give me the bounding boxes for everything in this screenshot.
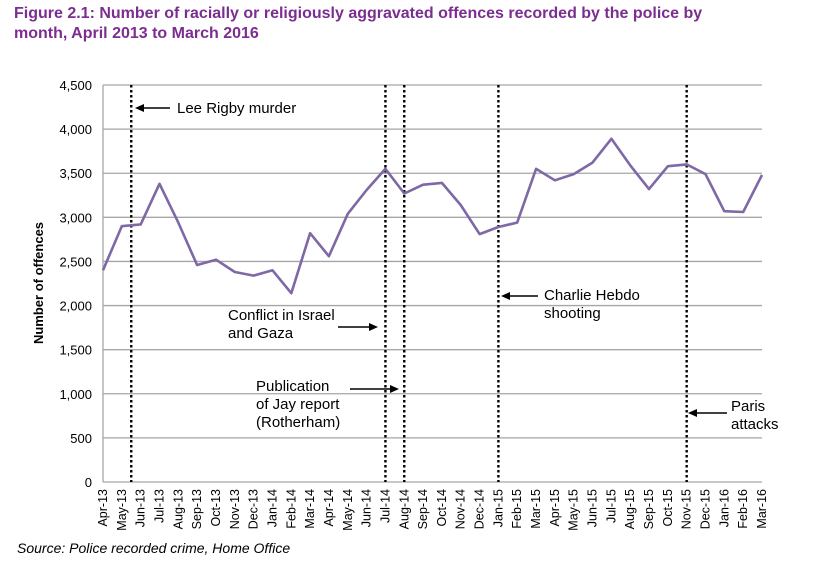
figure-title-line-1: Figure 2.1: Number of racially or religi…	[14, 5, 703, 22]
x-tick-label: Mar-15	[529, 489, 543, 529]
data-series	[101, 137, 764, 295]
figure-title-line-2: month, April 2013 to March 2016	[14, 25, 259, 42]
arrow-head-icon	[390, 385, 399, 393]
y-tick-label: 3,000	[59, 210, 92, 225]
x-tick-label: Jan-15	[491, 489, 505, 527]
x-tick-label: Feb-16	[736, 489, 750, 529]
x-tick-label: Aug-15	[623, 489, 637, 529]
y-tick-label: 2,000	[59, 299, 92, 314]
y-axis-ticks: 0 500 1,000 1,500 2,000 2,500 3,000 3,500 4,000 4…	[59, 78, 92, 490]
event-label: of Jay report	[256, 396, 340, 413]
event-label: Charlie Hebdo	[544, 287, 640, 304]
gridlines	[102, 84, 762, 483]
x-tick-label: Jun-15	[586, 489, 600, 527]
y-tick-label: 4,000	[59, 122, 92, 137]
y-tick-label: 500	[70, 431, 92, 446]
x-tick-label: Aug-13	[171, 489, 185, 529]
arrow-head-icon	[501, 292, 510, 300]
event-label: Conflict in Israel	[228, 307, 335, 324]
x-tick-label: Dec-15	[699, 489, 713, 529]
arrow-head-icon	[369, 323, 378, 331]
event-label: attacks	[731, 416, 779, 433]
x-tick-label: Oct-15	[661, 489, 675, 527]
x-tick-label: Jul-13	[152, 489, 166, 523]
event-label: Publication	[256, 378, 329, 395]
x-tick-label: May-15	[567, 489, 581, 531]
x-tick-label: Jul-14	[378, 489, 392, 523]
y-tick-label: 1,500	[59, 343, 92, 358]
y-tick-label: 1,000	[59, 387, 92, 402]
y-tick-label: 2,500	[59, 254, 92, 269]
x-tick-label: Jun-13	[134, 489, 148, 527]
x-tick-label: Sep-14	[416, 489, 430, 529]
x-tick-label: Oct-14	[435, 489, 449, 527]
figure-title: Figure 2.1: Number of racially or religi…	[14, 4, 804, 44]
x-tick-label: Mar-16	[755, 489, 769, 529]
x-tick-label: Feb-14	[284, 489, 298, 529]
x-tick-label: May-13	[115, 489, 129, 531]
x-tick-label: Jan-14	[265, 489, 279, 527]
x-tick-label: Jun-14	[360, 489, 374, 527]
x-tick-label: Jul-15	[604, 489, 618, 523]
event-label: shooting	[544, 305, 601, 322]
x-tick-label: Dec-14	[473, 489, 487, 529]
y-tick-label: 4,500	[59, 78, 92, 93]
x-tick-label: Nov-13	[228, 489, 242, 529]
x-tick-label: Sep-15	[642, 489, 656, 529]
source-note: Source: Police recorded crime, Home Offi…	[17, 540, 291, 556]
x-tick-label: Apr-13	[96, 489, 110, 527]
y-tick-label: 0	[85, 475, 92, 490]
x-tick-label: Apr-15	[548, 489, 562, 527]
event-label: Paris	[731, 398, 765, 415]
x-tick-label: Aug-14	[397, 489, 411, 529]
x-tick-label: May-14	[341, 489, 355, 531]
arrow-head-icon	[135, 104, 144, 112]
arrow-head-icon	[688, 409, 697, 417]
event-label: (Rotherham)	[256, 414, 340, 431]
x-axis-ticks: Apr-13 May-13 Jun-13 Jul-13 Aug-13 Sep-13 Oct-…	[96, 489, 769, 531]
y-tick-label: 3,500	[59, 166, 92, 181]
x-tick-label: Mar-14	[303, 489, 317, 529]
event-annotation: Lee Rigby murder	[135, 100, 296, 117]
x-tick-label: Oct-13	[209, 489, 223, 527]
x-tick-label: Nov-15	[680, 489, 694, 529]
y-axis-label: Number of offences	[31, 222, 46, 344]
x-tick-label: Nov-14	[454, 489, 468, 529]
x-tick-label: Dec-13	[247, 489, 261, 529]
x-tick-label: Jan-16	[717, 489, 731, 527]
x-tick-label: Feb-15	[510, 489, 524, 529]
series-line	[101, 137, 764, 295]
event-label: Lee Rigby murder	[177, 100, 296, 117]
event-label: and Gaza	[228, 325, 294, 342]
x-tick-label: Sep-13	[190, 489, 204, 529]
x-tick-label: Apr-14	[322, 489, 336, 527]
